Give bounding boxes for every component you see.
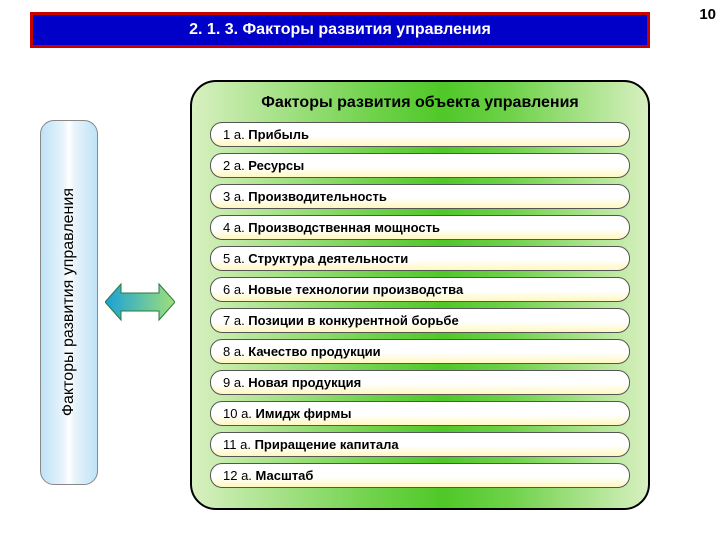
list-item-number: 4 а. bbox=[223, 220, 248, 235]
list-item: 4 а. Производственная мощность bbox=[210, 215, 630, 240]
page-number-text: 10 bbox=[699, 6, 716, 23]
list-item: 2 а. Ресурсы bbox=[210, 153, 630, 178]
list-item: 6 а. Новые технологии производства bbox=[210, 277, 630, 302]
list-item: 10 а. Имидж фирмы bbox=[210, 401, 630, 426]
list-item-number: 11 а. bbox=[223, 437, 255, 452]
arrow-icon bbox=[105, 280, 175, 324]
list-item: 3 а. Производительность bbox=[210, 184, 630, 209]
list-item-label: Имидж фирмы bbox=[256, 406, 352, 421]
list-item-label: Прибыль bbox=[248, 127, 309, 142]
list-item-number: 9 а. bbox=[223, 375, 248, 390]
list-item: 5 а. Структура деятельности bbox=[210, 246, 630, 271]
sidebar-panel: Факторы развития управления bbox=[40, 120, 98, 485]
list-item-label: Качество продукции bbox=[248, 344, 380, 359]
list-item-label: Новые технологии производства bbox=[248, 282, 463, 297]
list-item-label: Новая продукция bbox=[248, 375, 361, 390]
list-item: 1 а. Прибыль bbox=[210, 122, 630, 147]
sidebar-label: Факторы развития управления bbox=[60, 188, 78, 416]
list-item-number: 12 а. bbox=[223, 468, 256, 483]
list-item: 11 а. Приращение капитала bbox=[210, 432, 630, 457]
list-item-number: 5 а. bbox=[223, 251, 248, 266]
title-bar: 2. 1. 3. Факторы развития управления bbox=[30, 12, 650, 48]
list-item: 7 а. Позиции в конкурентной борьбе bbox=[210, 308, 630, 333]
list-item: 9 а. Новая продукция bbox=[210, 370, 630, 395]
list-item-label: Структура деятельности bbox=[248, 251, 408, 266]
list-item-number: 1 а. bbox=[223, 127, 248, 142]
list-item: 8 а. Качество продукции bbox=[210, 339, 630, 364]
list-item-label: Масштаб bbox=[256, 468, 314, 483]
title-text: 2. 1. 3. Факторы развития управления bbox=[189, 21, 491, 39]
list-item-number: 10 а. bbox=[223, 406, 256, 421]
list-item-label: Производительность bbox=[248, 189, 387, 204]
list-item-number: 8 а. bbox=[223, 344, 248, 359]
list-item-label: Приращение капитала bbox=[255, 437, 399, 452]
list-item-label: Ресурсы bbox=[248, 158, 304, 173]
list-item-label: Позиции в конкурентной борьбе bbox=[248, 313, 458, 328]
main-panel: Факторы развития объекта управления 1 а.… bbox=[190, 80, 650, 510]
main-panel-title: Факторы развития объекта управления bbox=[210, 94, 630, 112]
page-number: 10 bbox=[699, 6, 716, 23]
list-item-number: 6 а. bbox=[223, 282, 248, 297]
list-item-number: 7 а. bbox=[223, 313, 248, 328]
items-container: 1 а. Прибыль 2 а. Ресурсы 3 а. Производите… bbox=[210, 122, 630, 488]
list-item-label: Производственная мощность bbox=[248, 220, 440, 235]
list-item-number: 3 а. bbox=[223, 189, 248, 204]
list-item-number: 2 а. bbox=[223, 158, 248, 173]
list-item: 12 а. Масштаб bbox=[210, 463, 630, 488]
